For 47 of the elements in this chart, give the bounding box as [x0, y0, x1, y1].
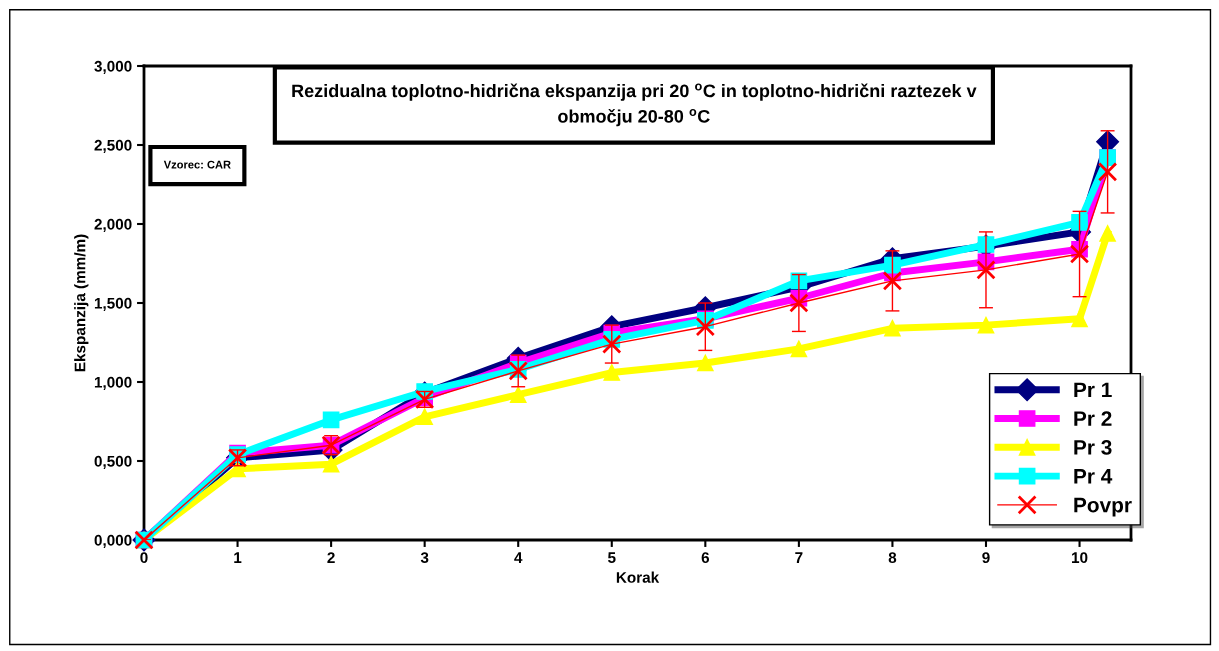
x-axis-title: Korak — [616, 571, 660, 583]
point — [789, 293, 809, 313]
point — [509, 386, 527, 403]
x-tick-label: 9 — [982, 552, 990, 564]
point — [976, 260, 996, 280]
x-tick-label: 6 — [701, 552, 710, 564]
annotation: Vzorec: CAR — [163, 160, 231, 169]
point — [1071, 310, 1088, 328]
point — [1099, 225, 1116, 242]
point — [603, 364, 621, 381]
x-tick-label: 0 — [140, 552, 148, 564]
y-tick-label: 0,000 — [94, 534, 132, 548]
y-tick-label: 1,500 — [94, 297, 132, 311]
y-tick-label: 1,000 — [94, 376, 132, 390]
point — [1097, 162, 1118, 182]
x-tick-label: 2 — [327, 552, 335, 563]
point — [322, 455, 340, 473]
y-tick-label: 2,500 — [94, 139, 132, 153]
y-tick-label: 0,500 — [94, 455, 132, 469]
point — [322, 411, 340, 429]
point — [695, 316, 716, 337]
x-tick-label: 7 — [795, 552, 803, 563]
point — [790, 340, 808, 358]
point — [1069, 244, 1090, 264]
x-tick-label: 10 — [1072, 552, 1088, 564]
legend-label: Pr 1 — [1074, 382, 1112, 397]
x-tick-label: 1 — [234, 552, 242, 563]
legend-label: Pr 2 — [1074, 411, 1112, 426]
y-tick-label: 3,000 — [94, 60, 132, 74]
y-tick-label: 2,000 — [94, 218, 132, 232]
y-axis-title: Ekspanzija (mm/m) — [74, 234, 89, 372]
point — [884, 256, 901, 274]
point — [416, 408, 433, 426]
legend-label: Povpr — [1074, 497, 1132, 517]
chart-title: Rezidualna toplotno-hidrična ekspanzija pri 20 $^{o}$C in toplotno-hidrični raztezek v območju 20-80 $^{o}$C — [292, 83, 977, 127]
legend-label: Pr 3 — [1074, 440, 1112, 455]
legend-label: Pr 4 — [1074, 469, 1113, 484]
point — [602, 334, 622, 354]
x-tick-label: 5 — [607, 552, 616, 564]
x-tick-label: 4 — [514, 552, 523, 563]
point — [696, 354, 714, 372]
x-tick-label: 8 — [888, 552, 897, 564]
x-tick-label: 3 — [420, 552, 429, 564]
point — [884, 319, 901, 337]
point — [977, 316, 995, 334]
point — [882, 271, 903, 291]
point — [1071, 214, 1088, 231]
